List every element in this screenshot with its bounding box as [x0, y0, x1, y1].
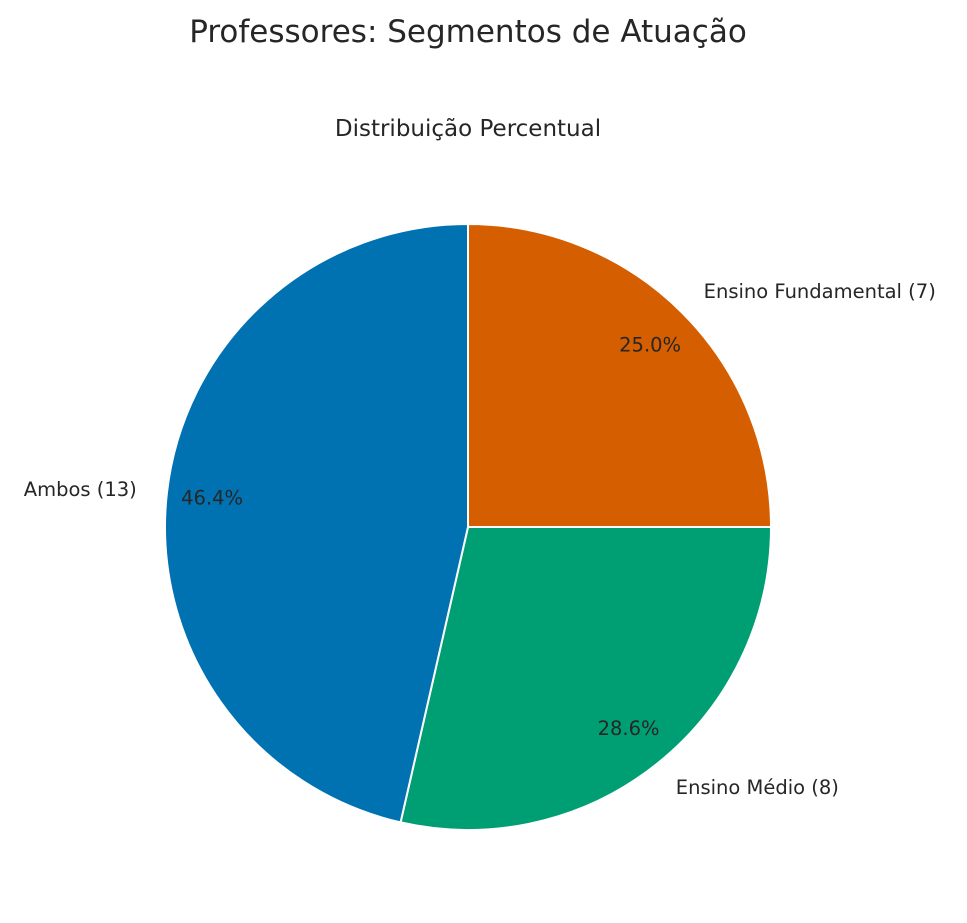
pie-slice-ensino-fundamental: [467, 223, 772, 528]
pie-slice-ensino-medio: [399, 526, 772, 831]
pie-slice-ambos: [164, 223, 469, 824]
slice-label-ambos: Ambos (13): [24, 478, 137, 501]
percent-label-ensino-medio: 28.6%: [598, 717, 660, 740]
slice-label-ensino-medio: Ensino Médio (8): [676, 776, 839, 799]
chart-subtitle: Distribuição Percentual: [335, 116, 601, 142]
chart-title: Professores: Segmentos de Atuação: [189, 14, 747, 50]
percent-label-ensino-fundamental: 25.0%: [619, 333, 681, 356]
percent-label-ambos: 46.4%: [181, 487, 243, 510]
slice-label-ensino-fundamental: Ensino Fundamental (7): [704, 280, 936, 303]
pie-labels: Ensino Fundamental (7) 25.0% Ensino Médio …: [24, 280, 936, 799]
pie-slices: [164, 223, 772, 831]
